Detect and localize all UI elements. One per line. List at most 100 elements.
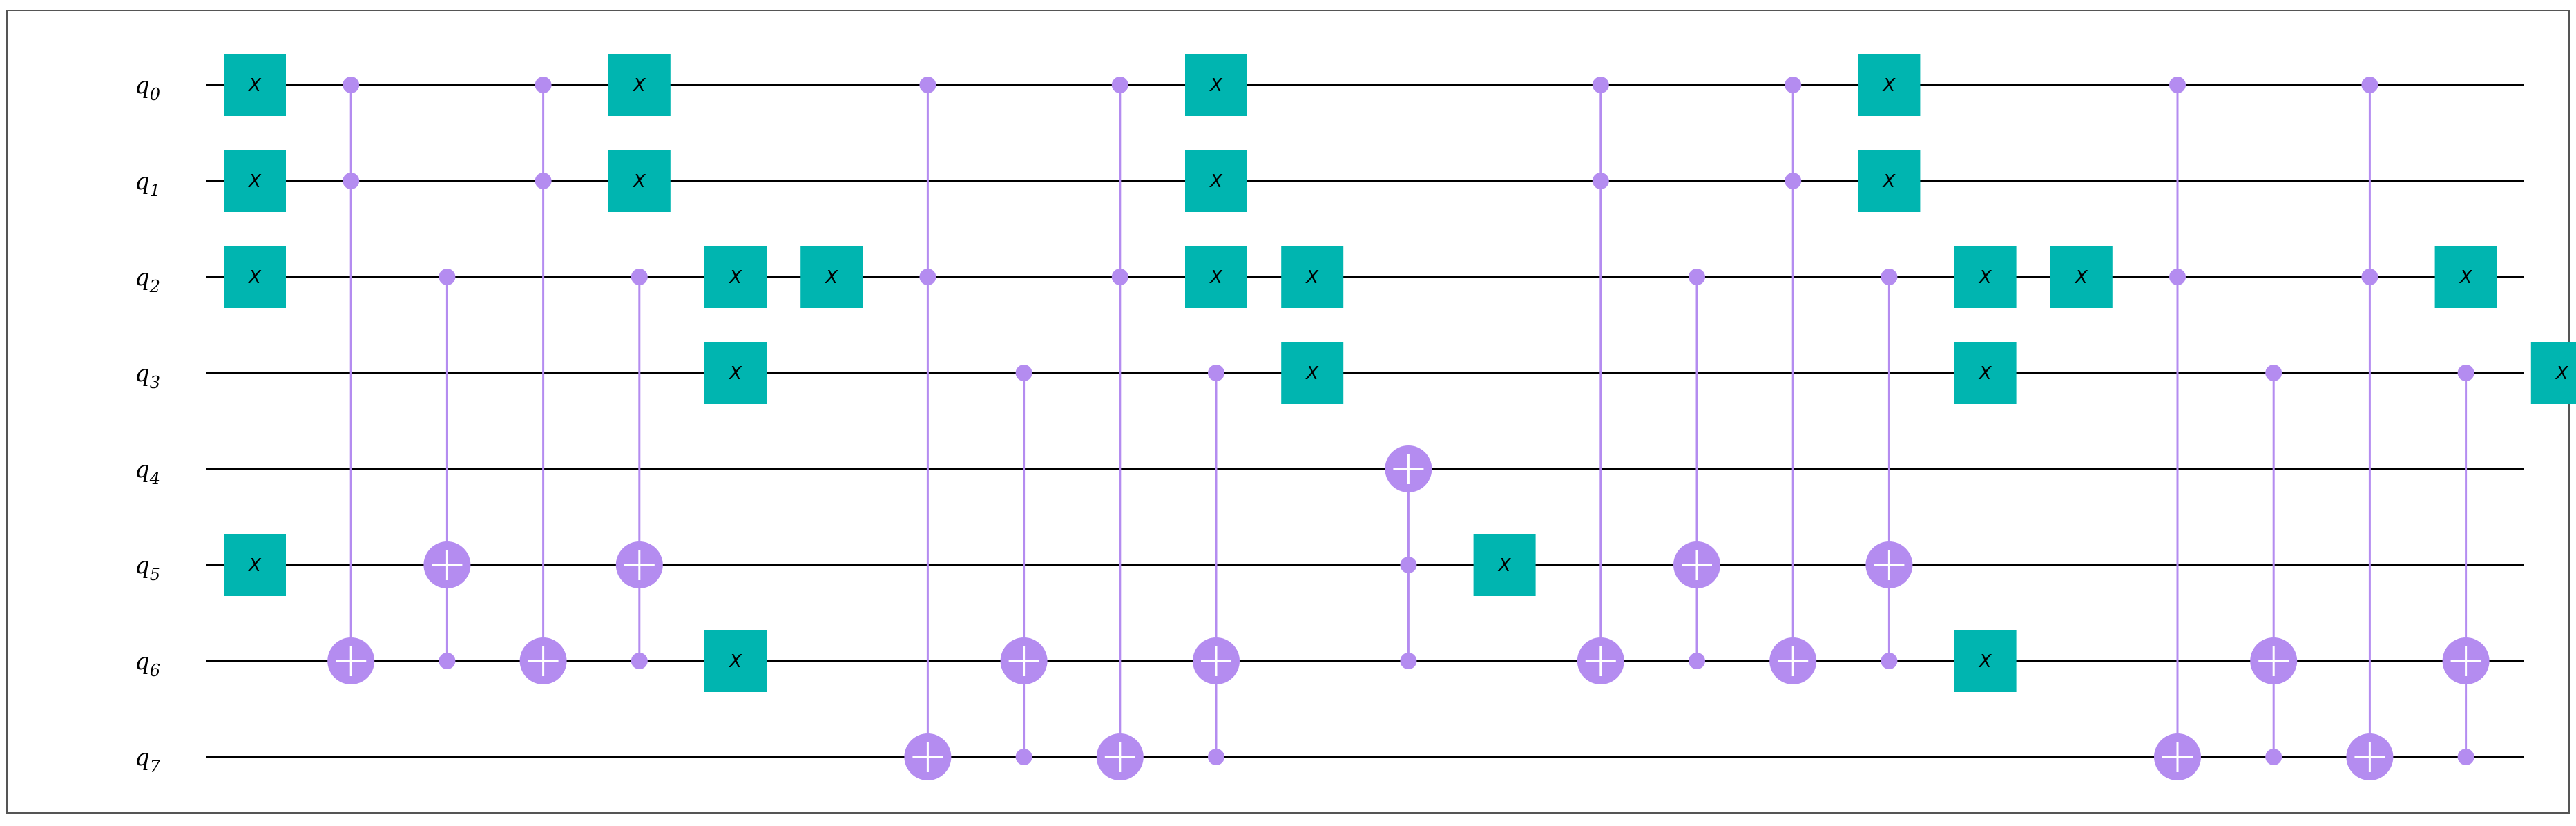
target-plus-icon [1673, 541, 1720, 588]
target-plus-icon [2250, 637, 2298, 684]
control-dot [1208, 749, 1224, 765]
control-dot [439, 653, 456, 669]
ccx-gate [1385, 445, 1432, 669]
ccx-gate [2154, 77, 2201, 780]
x-gate-label: X [247, 171, 262, 192]
x-gate-box [2434, 246, 2497, 308]
control-dot [535, 77, 552, 93]
x-gate-box [1473, 534, 1536, 596]
control-dot [1592, 77, 1609, 93]
qubit-label-7: q7 [135, 744, 161, 776]
x-gate-label: X [1978, 363, 1992, 384]
target-plus-icon [2442, 637, 2490, 684]
control-dot [439, 269, 456, 285]
ccx-gate [1000, 365, 1048, 765]
x-gate: X [2434, 246, 2497, 308]
x-gate: X [224, 150, 286, 212]
diagram-border [6, 10, 2570, 814]
target-plus-icon [519, 637, 567, 684]
control-dot [1400, 557, 1417, 573]
x-gate-label: X [632, 171, 646, 192]
x-gate-label: X [728, 363, 742, 384]
x-gate: X [1281, 342, 1344, 404]
target-plus-icon [1096, 733, 1144, 780]
ccx-gate [2250, 365, 2298, 765]
x-gate-box [1185, 54, 1247, 116]
x-gate-label: X [2555, 363, 2569, 384]
x-gate: X [224, 534, 286, 596]
target-plus-icon [904, 733, 952, 780]
ccx-gate [1193, 365, 1240, 765]
x-gate: X [1954, 342, 2017, 404]
control-dot [535, 173, 552, 189]
x-gate-box [224, 54, 286, 116]
x-gate: X [800, 246, 863, 308]
control-dot [1400, 653, 1417, 669]
ccx-gate [423, 269, 471, 669]
x-gate-box [800, 246, 863, 308]
x-gate-label: X [1881, 75, 1896, 96]
x-gate-box [1954, 630, 2017, 692]
x-gate-label: X [247, 555, 262, 576]
target-plus-icon [1769, 637, 1817, 684]
qubit-label-3: q3 [135, 360, 160, 392]
x-gate-label: X [1209, 75, 1223, 96]
x-gate-box [704, 630, 767, 692]
control-dot [1785, 173, 1802, 189]
control-dot [1111, 269, 1128, 285]
x-gate: X [1954, 630, 2017, 692]
x-gate-label: X [1209, 267, 1223, 288]
control-dot [1592, 173, 1609, 189]
control-dot [2361, 269, 2378, 285]
control-dot [2265, 749, 2282, 765]
control-dot [1208, 365, 1224, 381]
control-dot [1689, 269, 1705, 285]
x-gate-box [224, 150, 286, 212]
x-gate-label: X [1881, 171, 1896, 192]
x-gate-label: X [632, 75, 646, 96]
x-gate-box [704, 246, 767, 308]
x-gate: X [1954, 246, 2017, 308]
x-gate-box [1954, 246, 2017, 308]
x-gate: X [1858, 54, 1921, 116]
control-dot [2169, 77, 2186, 93]
control-dot [919, 269, 936, 285]
ccx-gate [1096, 77, 1144, 780]
qubit-label-1: q1 [135, 168, 160, 200]
qubit-label-2: q2 [135, 264, 160, 296]
x-gate-box [608, 150, 671, 212]
x-gate-box [1858, 54, 1921, 116]
control-dot [919, 77, 936, 93]
x-gate-label: X [728, 651, 742, 672]
control-dot [1015, 749, 1032, 765]
x-gate: X [608, 150, 671, 212]
x-gate-label: X [1978, 651, 1992, 672]
x-gate-label: X [728, 267, 742, 288]
x-gate-box [1281, 342, 1344, 404]
ccx-gate [2442, 365, 2490, 765]
x-gate-label: X [824, 267, 838, 288]
gates: X X X X X X X X X X X X X X X X X X X X X X X X [224, 54, 2576, 780]
x-gate: X [2050, 246, 2113, 308]
x-gate: X [1185, 54, 1247, 116]
control-dot [1689, 653, 1705, 669]
x-gate: X [704, 246, 767, 308]
target-plus-icon [1000, 637, 1048, 684]
x-gate-box [704, 342, 767, 404]
x-gate-label: X [1305, 267, 1319, 288]
control-dot [631, 653, 648, 669]
qubit-label-4: q4 [135, 456, 160, 488]
x-gate-label: X [1497, 555, 1512, 576]
target-plus-icon [2346, 733, 2394, 780]
ccx-gate [1769, 77, 1817, 684]
control-dot [1785, 77, 1802, 93]
qubit-label-0: q0 [135, 72, 160, 104]
control-dot [1881, 269, 1898, 285]
ccx-gate [2346, 77, 2394, 780]
control-dot [1111, 77, 1128, 93]
x-gate-box [608, 54, 671, 116]
target-plus-icon [2154, 733, 2201, 780]
x-gate-label: X [1305, 363, 1319, 384]
